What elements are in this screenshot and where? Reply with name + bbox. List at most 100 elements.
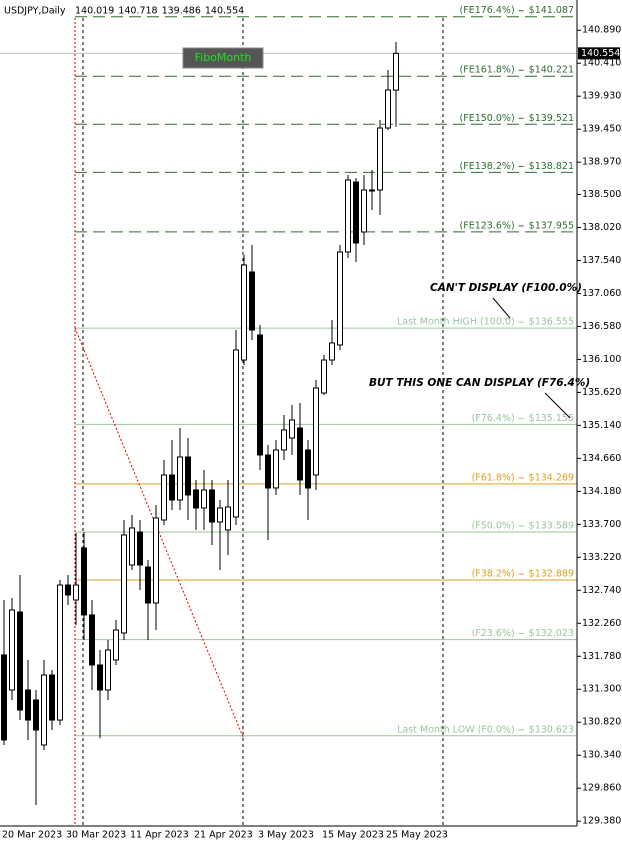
candle-body: [321, 359, 327, 394]
candle-body: [377, 127, 383, 191]
fibo-name-label: Last Month HIGH (100.0): [397, 317, 515, 328]
candle-body: [129, 527, 135, 566]
x-tick-label: 3 May 2023: [258, 830, 314, 841]
x-tick-label: 21 Apr 2023: [194, 830, 253, 841]
y-tick-label: 137.060: [582, 288, 621, 299]
candle-body: [289, 419, 295, 439]
candle-body: [241, 264, 247, 361]
fibo-name-label: (FE176.4%): [460, 5, 515, 16]
fibo-value-label: $141.087: [529, 5, 574, 16]
fibo-name-label: (F23.6%): [472, 628, 515, 639]
fibo-button[interactable]: [182, 47, 264, 69]
candle-body: [345, 179, 351, 253]
fibo-value-label: $138.821: [529, 161, 574, 172]
candle-body: [25, 689, 31, 721]
y-tick-label: 134.180: [582, 486, 621, 497]
y-tick-label: 132.740: [582, 585, 621, 596]
y-tick-label: 135.620: [582, 387, 621, 398]
fibo-name-label: (F38.2%): [472, 569, 515, 580]
fibo-value-label: $130.623: [529, 724, 574, 735]
annotation: BUT THIS ONE CAN DISPLAY (F76.4%): [369, 377, 590, 389]
fibo-name-label: (F76.4%): [472, 413, 515, 424]
y-tick-label: 138.020: [582, 222, 621, 233]
x-tick-label: 15 May 2023: [322, 830, 384, 841]
fibo-name-label: (F61.8%): [472, 472, 515, 483]
candle-body: [153, 517, 159, 604]
y-tick-label: 129.860: [582, 783, 621, 794]
candle-body: [89, 614, 95, 666]
fibo-value-label: $137.955: [529, 220, 574, 231]
candle-body: [145, 566, 151, 604]
y-tick-label: 140.410: [582, 58, 621, 69]
header-ohlc: 139.486: [162, 6, 201, 17]
annotation-pointer: [544, 392, 571, 419]
header-ohlc: 140.718: [118, 6, 157, 17]
fibo-value-label: $136.555: [529, 317, 574, 328]
fibo-name-label: (FE150.0%): [460, 113, 515, 124]
candle-body: [209, 489, 215, 523]
fibo-name-label: Last Month LOW (F0.0%): [397, 724, 514, 735]
x-tick-label: 20 Mar 2023: [2, 830, 62, 841]
x-tick-label: 30 Mar 2023: [66, 830, 126, 841]
header-ohlc: 140.554: [205, 6, 244, 17]
annotation: CAN'T DISPLAY (F100.0%): [430, 282, 582, 294]
candle-body: [105, 649, 111, 691]
y-tick-label: 139.930: [582, 91, 621, 102]
y-tick-label: 137.540: [582, 255, 621, 266]
candle-body: [353, 181, 359, 244]
y-tick-label: 130.340: [582, 750, 621, 761]
fibo-value-label: $132.023: [529, 628, 574, 639]
candle-body: [369, 189, 375, 192]
x-tick-label: 11 Apr 2023: [130, 830, 189, 841]
candle-body: [177, 456, 183, 501]
candle-body: [201, 489, 207, 509]
candle-body: [265, 454, 271, 489]
candle-body: [281, 429, 287, 451]
chart-title: USDJPY,Daily: [4, 6, 66, 17]
x-tick-label: 25 May 2023: [386, 830, 448, 841]
fibo-button-label[interactable]: FiboMonth: [195, 51, 252, 64]
y-tick-label: 135.140: [582, 420, 621, 431]
candle-body: [81, 547, 87, 616]
candle-body: [73, 584, 79, 601]
candle-body: [57, 584, 63, 721]
fibo-value-label: $140.221: [529, 65, 574, 76]
candle-body: [169, 474, 175, 501]
candle-body: [137, 531, 143, 566]
fibo-value-label: $139.521: [529, 113, 574, 124]
fibo-value-label: $135.155: [529, 413, 574, 424]
candle-body: [33, 699, 39, 731]
y-tick-label: 133.220: [582, 552, 621, 563]
y-tick-label: 132.260: [582, 618, 621, 629]
candle-body: [17, 611, 23, 711]
candle-body: [313, 387, 319, 476]
candle-body: [337, 251, 343, 346]
y-tick-label: 129.380: [582, 816, 621, 827]
candle-body: [1, 654, 7, 741]
y-tick-label: 139.450: [582, 124, 621, 135]
y-tick-label: 134.660: [582, 453, 621, 464]
fibo-name-label: (FE161.8%): [460, 65, 515, 76]
fibo-value-label: $133.589: [529, 520, 574, 531]
fibo-name-label: (F50.0%): [472, 520, 515, 531]
candle-body: [49, 674, 55, 721]
candle-body: [9, 609, 15, 691]
candle-body: [329, 342, 335, 361]
y-tick-label: 138.500: [582, 189, 621, 200]
annotation-pointer: [492, 297, 511, 319]
fibo-name-label: (FE138.2%): [460, 161, 515, 172]
candle-body: [65, 584, 71, 596]
price-tag-label: 140.554: [581, 48, 620, 59]
price-tag: [578, 47, 620, 60]
candle-body: [97, 664, 103, 691]
candle-body: [257, 334, 263, 456]
candle-body: [161, 474, 167, 521]
candle-body: [121, 534, 127, 634]
candle-body: [41, 674, 47, 746]
candle-body: [361, 189, 367, 233]
y-tick-label: 138.970: [582, 157, 621, 168]
candle-body: [385, 89, 391, 129]
y-tick-label: 131.300: [582, 684, 621, 695]
candle-body: [273, 449, 279, 489]
